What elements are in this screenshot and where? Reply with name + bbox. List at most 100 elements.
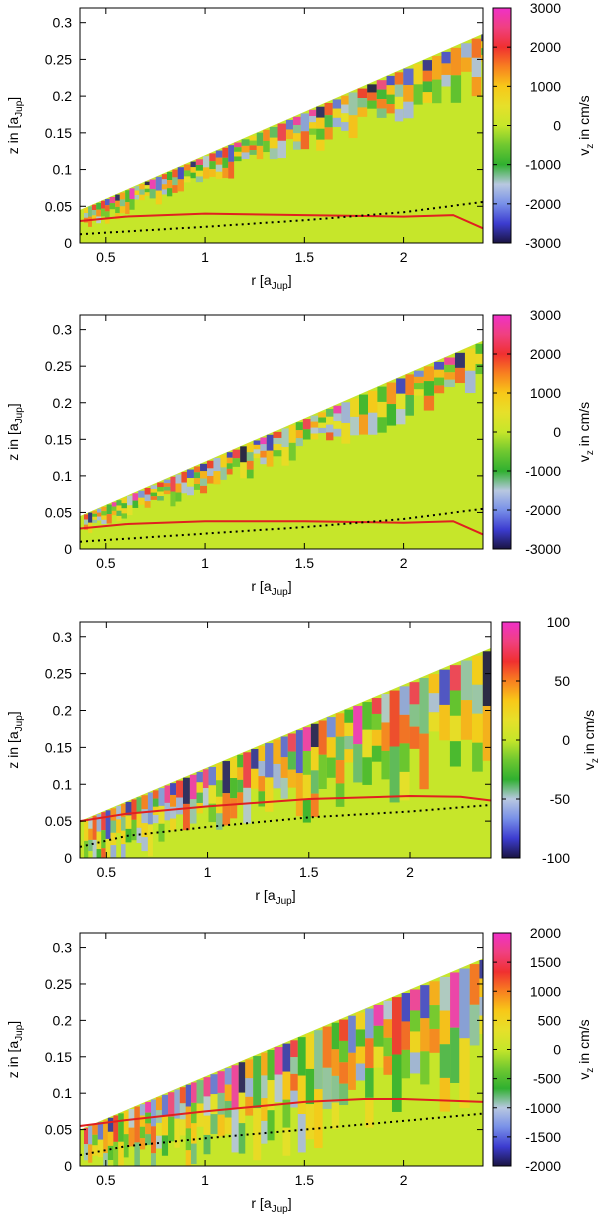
wave-cell <box>196 802 203 814</box>
y-tick-label: 0.3 <box>53 322 73 338</box>
wave-cell <box>261 1052 268 1076</box>
wave-cell <box>401 1021 411 1050</box>
wave-cell <box>273 450 282 457</box>
wave-cell <box>92 519 98 523</box>
wave-cell <box>203 1077 211 1097</box>
wave-cell <box>158 823 165 842</box>
wave-cell <box>240 462 247 479</box>
wave-cell <box>88 839 93 852</box>
wave-cell <box>391 997 402 1055</box>
wave-cell <box>111 502 117 507</box>
x-axis-label: r [aJup] <box>255 887 295 907</box>
wave-cell <box>136 812 142 828</box>
wave-cell <box>226 468 233 475</box>
wave-cell <box>230 778 238 799</box>
wave-cell <box>355 1012 366 1030</box>
wave-cell <box>481 48 483 55</box>
wave-cell <box>200 478 208 486</box>
wave-cell <box>166 188 173 197</box>
wave-cell <box>101 506 107 512</box>
wave-cell <box>413 376 424 384</box>
wave-cell <box>116 500 122 506</box>
wave-cell <box>183 170 191 177</box>
wave-cell <box>151 1099 156 1127</box>
colorbar-tick-label: 1000 <box>530 78 561 94</box>
wave-cell <box>381 722 390 751</box>
wave-cell <box>84 819 89 841</box>
wave-cell <box>141 837 148 852</box>
wave-cell <box>208 766 217 786</box>
x-tick-label: 0.5 <box>96 249 116 265</box>
wave-cell <box>125 202 130 215</box>
wave-cell <box>88 817 93 829</box>
wave-cell <box>310 770 319 794</box>
wave-cell <box>111 510 117 516</box>
wave-cell <box>220 467 227 480</box>
wave-cell <box>246 460 254 470</box>
colorbar-tick-label: -1000 <box>525 1100 561 1116</box>
wave-cell <box>101 511 107 516</box>
wave-cell <box>324 127 333 140</box>
wave-cell <box>230 798 238 819</box>
wave-cell <box>274 1074 283 1103</box>
wave-cell <box>144 185 150 189</box>
wave-cell <box>92 1124 98 1135</box>
wave-cell <box>249 140 257 146</box>
wave-cell <box>432 55 442 80</box>
wave-cell <box>339 1062 349 1084</box>
wave-cell <box>139 1138 146 1150</box>
colorbar-label: vz in cm/s <box>576 402 596 462</box>
wave-cell <box>164 802 171 821</box>
wave-cell <box>266 450 274 467</box>
wave-cell <box>237 754 244 768</box>
wave-cell <box>260 444 267 451</box>
wave-cell <box>358 414 369 435</box>
wave-cell <box>88 512 93 523</box>
wave-cell <box>459 1038 470 1109</box>
wave-cell <box>332 117 342 127</box>
wave-cell <box>302 751 311 775</box>
wave-cell <box>113 1115 119 1142</box>
wave-cell <box>208 803 217 823</box>
wave-cell <box>170 806 177 819</box>
wave-cell <box>92 510 98 514</box>
wave-cell <box>394 96 404 110</box>
wave-cell <box>367 92 377 101</box>
wave-cell <box>403 85 414 102</box>
wave-cell <box>134 190 140 195</box>
wave-cell <box>207 475 214 484</box>
wave-cell <box>383 1056 392 1075</box>
y-tick-label: 0.05 <box>45 813 72 829</box>
wave-cell <box>241 139 250 146</box>
wave-cell <box>150 492 158 497</box>
wave-cell <box>149 188 156 199</box>
wave-cell <box>422 70 433 82</box>
wave-cell <box>170 818 177 831</box>
wave-cell <box>274 1046 283 1075</box>
wave-cell <box>138 490 145 498</box>
wave-cell <box>405 374 414 396</box>
colorbar-tick-label: -3000 <box>525 541 561 557</box>
chart-panel-1: 0.5 1 1.5 2 0 0.05 0.1 0.15 0.2 0.25 0.3 r [aJup] z … <box>5 0 596 292</box>
wave-cell <box>96 202 101 210</box>
wave-cell <box>413 84 423 105</box>
wave-cell <box>161 184 167 190</box>
wave-cell <box>224 1084 232 1102</box>
wave-cell <box>121 498 127 504</box>
wave-cell <box>203 1115 211 1135</box>
x-tick-label: 1.5 <box>295 249 315 265</box>
wave-cell <box>292 125 301 134</box>
wave-cell <box>479 959 483 979</box>
wave-cell <box>348 92 358 116</box>
colorbar-tick-label: 0 <box>553 118 561 134</box>
wave-cell <box>310 433 319 440</box>
colorbar-tick-label: 1000 <box>530 385 561 401</box>
wave-cell <box>410 1031 421 1053</box>
wave-cell <box>326 408 334 417</box>
wave-cell <box>302 429 311 440</box>
wave-cell <box>157 491 164 497</box>
wave-cell <box>115 213 120 220</box>
wave-cell <box>396 378 406 394</box>
dotted-curve <box>79 803 492 848</box>
wave-cell <box>403 101 414 119</box>
